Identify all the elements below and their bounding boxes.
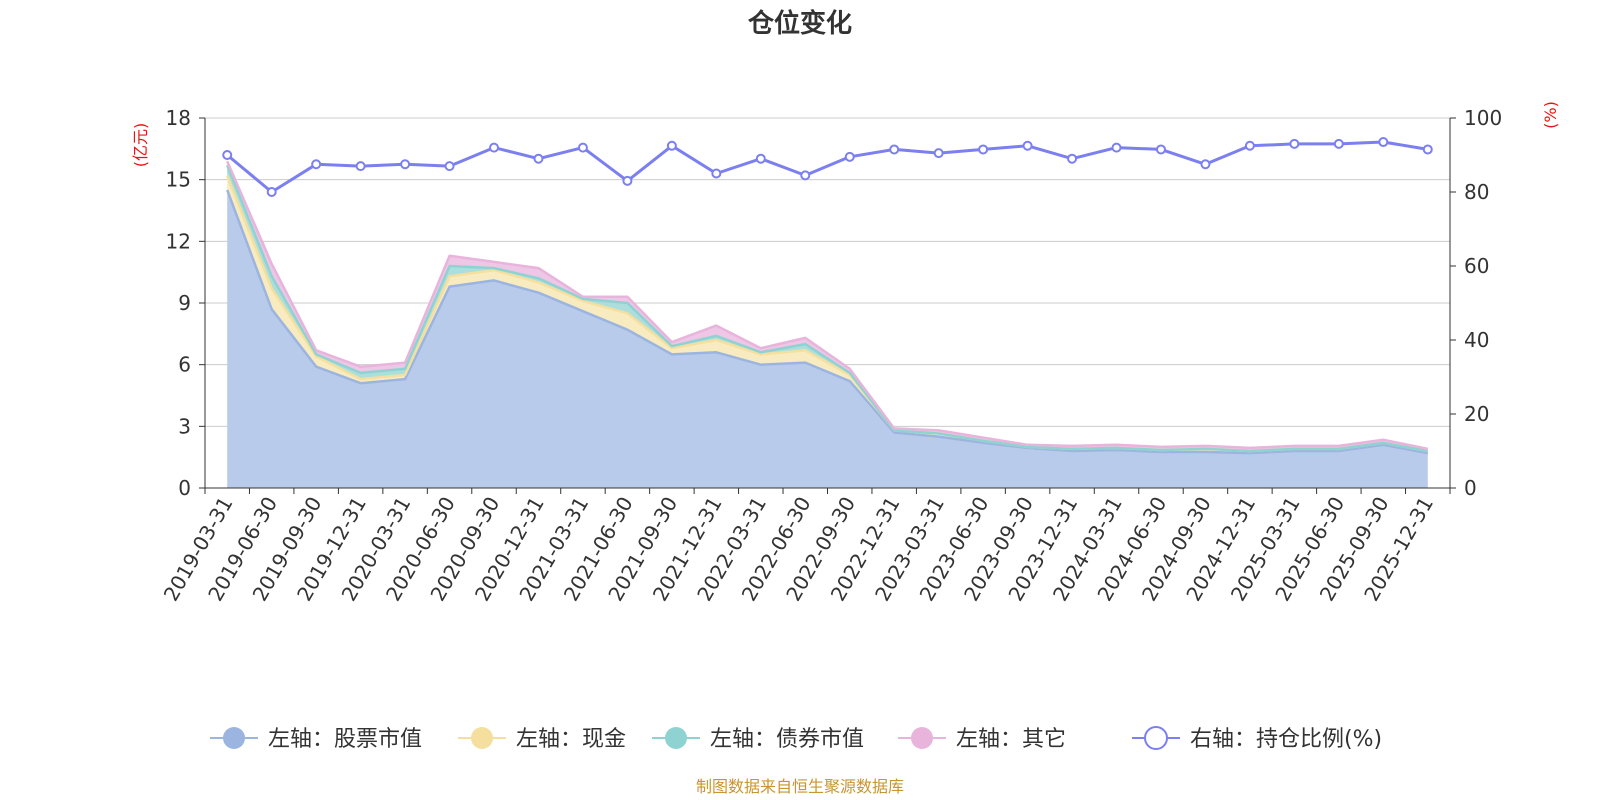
ratio-point <box>533 153 544 164</box>
ratio-point <box>1022 140 1033 151</box>
ratio-point <box>1244 140 1255 151</box>
chart-title: 仓位变化 <box>747 8 852 39</box>
ratio-point <box>978 144 989 155</box>
area-edge <box>226 160 1429 451</box>
ratio-point <box>489 142 500 153</box>
left-axis-unit: (亿元) <box>131 123 150 168</box>
ratio-point <box>844 151 855 162</box>
right-tick-label: 20 <box>1464 402 1489 426</box>
ratio-point <box>1200 159 1211 170</box>
legend-swatch-marker <box>1144 726 1168 750</box>
ratio-line-series <box>222 137 1433 197</box>
legend-swatch-marker <box>471 727 493 749</box>
right-tick-label: 60 <box>1464 254 1489 278</box>
left-tick-label: 15 <box>166 168 191 192</box>
left-tick-label: 3 <box>178 414 191 438</box>
left-tick-label: 9 <box>178 291 191 315</box>
ratio-point <box>355 161 366 172</box>
legend-label: 左轴：债券市值 <box>710 727 864 752</box>
right-tick-label: 40 <box>1464 328 1489 352</box>
stacked-areas <box>226 160 1429 488</box>
right-tick-label: 80 <box>1464 180 1489 204</box>
ratio-point <box>889 144 900 155</box>
ratio-point <box>400 159 411 170</box>
legend-label: 右轴：持仓比例(%) <box>1190 727 1382 752</box>
ratio-point <box>1333 138 1344 149</box>
left-tick-label: 12 <box>166 229 191 253</box>
ratio-point <box>1067 153 1078 164</box>
ratio-point <box>1378 137 1389 148</box>
ratio-point <box>1289 138 1300 149</box>
ratio-point <box>266 187 277 197</box>
legend-swatch-marker <box>911 727 933 749</box>
ratio-point <box>577 142 588 153</box>
ratio-point <box>444 161 455 172</box>
legend-label: 左轴：股票市值 <box>268 727 422 752</box>
left-tick-label: 0 <box>178 476 191 500</box>
ratio-point <box>222 150 233 160</box>
ratio-point <box>1111 142 1122 153</box>
ratio-point <box>755 153 766 164</box>
area-edge <box>226 189 1429 455</box>
legend-label: 左轴：其它 <box>956 727 1066 752</box>
ratio-point <box>666 140 677 151</box>
area-band <box>227 189 1428 488</box>
area-edge <box>226 164 1429 453</box>
ratio-point <box>933 148 944 159</box>
right-axis-unit: (%) <box>1541 101 1560 129</box>
legend-swatch-marker <box>665 727 687 749</box>
data-source-note: 制图数据来自恒生聚源数据库 <box>696 777 904 796</box>
right-tick-label: 0 <box>1464 476 1477 500</box>
legend-swatch-marker <box>223 727 245 749</box>
legend-label: 左轴：现金 <box>516 727 626 752</box>
ratio-point <box>711 168 722 179</box>
left-tick-label: 6 <box>178 353 191 377</box>
left-tick-label: 18 <box>166 106 191 130</box>
right-tick-label: 100 <box>1464 106 1502 130</box>
ratio-point <box>1155 144 1166 155</box>
ratio-point <box>800 170 811 181</box>
ratio-point <box>311 159 322 170</box>
ratio-point <box>1422 144 1433 155</box>
ratio-point <box>622 175 633 186</box>
legend: 左轴：股票市值 左轴：现金 左轴：债券市值 左轴：其它 右轴：持仓比例(%) <box>210 726 1382 752</box>
ratio-line <box>226 140 1429 194</box>
